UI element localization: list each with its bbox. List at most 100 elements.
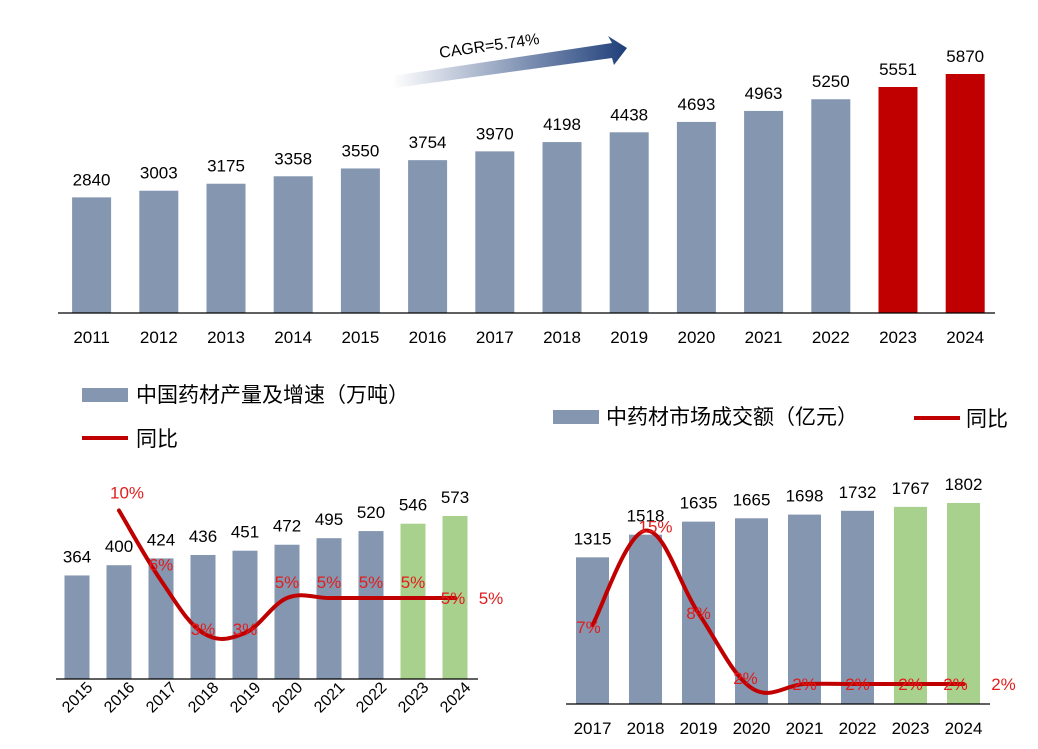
c1-tick-2015: 2015 xyxy=(341,328,379,347)
c1-bar-2021 xyxy=(744,110,784,314)
c2-value-2024: 573 xyxy=(441,488,469,507)
c2-pct-2018: 3% xyxy=(191,620,216,639)
c1-value-2021: 4963 xyxy=(745,84,783,103)
c2-bar-2022 xyxy=(358,531,384,679)
c1-tick-2011: 2011 xyxy=(73,328,110,347)
herb-output-growth-chart: 中国药材产量及增速（万吨） 同比 364 400 424 436 451 472 495 52… xyxy=(56,384,503,716)
c1-value-2016: 3754 xyxy=(409,133,447,152)
c2-value-2022: 520 xyxy=(357,503,385,522)
c3-bar-2018 xyxy=(629,534,662,704)
c1-value-2018: 4198 xyxy=(543,115,581,134)
c2-bar-2017 xyxy=(148,558,174,679)
c3-pct-end-2024: 2% xyxy=(991,675,1016,694)
c2-tick-2015: 2015 xyxy=(59,679,96,716)
c3-value-2022: 1732 xyxy=(839,483,877,502)
c1-value-2014: 3358 xyxy=(274,149,312,168)
c2-legend-line-label: 同比 xyxy=(136,428,178,451)
c1-bar-2015 xyxy=(340,168,380,313)
c3-pct-2017: 7% xyxy=(576,618,601,637)
c3-pct-2018: 15% xyxy=(638,518,672,537)
c3-value-2024: 1802 xyxy=(945,475,983,494)
c3-pct-2020: 2% xyxy=(733,669,758,688)
c3-pct-2021: 2% xyxy=(792,675,817,694)
c3-legend-bar-swatch xyxy=(553,410,599,424)
c1-value-2022: 5250 xyxy=(812,72,850,91)
c2-tick-2018: 2018 xyxy=(185,679,222,716)
c2-legend-bar-label: 中国药材产量及增速（万吨） xyxy=(136,384,409,407)
c2-yoy-line xyxy=(117,508,457,641)
c2-tick-2019: 2019 xyxy=(227,679,264,716)
c2-legend: 中国药材产量及增速（万吨） 同比 xyxy=(82,384,409,451)
c1-tick-2013: 2013 xyxy=(207,328,245,347)
c2-tick-2017: 2017 xyxy=(143,679,180,716)
c3-pct-2024: 2% xyxy=(943,675,968,694)
c3-pct-2023: 2% xyxy=(898,675,923,694)
c1-tick-2019: 2019 xyxy=(610,328,648,347)
c3-tick-2020: 2020 xyxy=(733,719,771,738)
c1-value-2015: 3550 xyxy=(341,141,379,160)
c3-value-2023: 1767 xyxy=(892,479,930,498)
c3-value-2017: 1315 xyxy=(574,529,612,548)
c3-tick-2022: 2022 xyxy=(839,719,877,738)
c2-pct-2023: 5% xyxy=(401,573,426,592)
c2-bar-2021 xyxy=(316,538,342,679)
c2-value-2017: 424 xyxy=(147,530,175,549)
c1-value-2019: 4438 xyxy=(610,105,648,124)
c2-bar-2019 xyxy=(232,550,258,679)
c2-value-2021: 495 xyxy=(315,510,343,529)
c2-value-2019: 451 xyxy=(231,523,259,542)
c3-pct-2022: 2% xyxy=(845,675,870,694)
c3-bar-2022 xyxy=(841,510,874,704)
c2-bar-2020 xyxy=(274,544,300,679)
c2-bar-2015 xyxy=(64,575,90,679)
c1-bar-2022 xyxy=(811,99,851,313)
c2-pct-2022: 5% xyxy=(359,573,384,592)
c3-pct-2019: 8% xyxy=(686,604,711,623)
c3-legend-bar-label: 中药材市场成交额（亿元） xyxy=(606,406,858,429)
c2-pct-2016: 10% xyxy=(110,484,144,503)
c3-tick-2019: 2019 xyxy=(680,719,718,738)
c2-tick-2020: 2020 xyxy=(269,679,306,716)
c2-value-2016: 400 xyxy=(105,537,133,556)
c1-tick-2016: 2016 xyxy=(409,328,447,347)
c2-tick-2023: 2023 xyxy=(395,679,432,716)
c1-tick-2012: 2012 xyxy=(140,328,178,347)
c2-pct-2024: 5% xyxy=(441,589,466,608)
c3-yoy-line xyxy=(590,528,966,695)
c2-value-2018: 436 xyxy=(189,527,217,546)
market-turnover-chart: 中药材市场成交额（亿元） 同比 1315 1518 1635 1665 1698 1732… xyxy=(553,406,1016,738)
c1-tick-2014: 2014 xyxy=(274,328,312,347)
c3-bar-2023 xyxy=(894,506,927,704)
c3-bar-2020 xyxy=(735,518,768,704)
c1-bar-2019 xyxy=(609,132,649,313)
c2-legend-bar-swatch xyxy=(82,388,128,402)
c2-tick-2022: 2022 xyxy=(353,679,390,716)
c1-bar-2016 xyxy=(408,160,448,313)
c3-value-2019: 1635 xyxy=(680,494,718,513)
c1-bar-2011 xyxy=(72,197,112,313)
c1-value-2023: 5551 xyxy=(879,60,917,79)
cagr-annotation: CAGR=5.74% xyxy=(392,31,627,88)
c1-tick-2023: 2023 xyxy=(879,328,917,347)
c2-tick-2024: 2024 xyxy=(437,679,474,716)
c2-bar-2018 xyxy=(190,554,216,679)
c1-value-2024: 5870 xyxy=(946,47,984,66)
c1-bar-2013 xyxy=(206,183,246,313)
c3-value-2021: 1698 xyxy=(786,487,824,506)
c2-pct-2020: 5% xyxy=(275,573,300,592)
c2-value-2023: 546 xyxy=(399,496,427,515)
annual-output-chart: 2840 3003 3175 3358 3550 3754 3970 4198 4438 4693… xyxy=(58,31,995,347)
c2-bar-2016 xyxy=(106,565,132,679)
c1-value-2012: 3003 xyxy=(140,164,178,183)
c1-bar-2020 xyxy=(676,121,716,313)
c1-tick-2021: 2021 xyxy=(745,328,783,347)
cagr-arrow xyxy=(392,36,627,88)
c3-tick-2021: 2021 xyxy=(786,719,824,738)
c1-bar-2024 xyxy=(945,74,985,313)
c2-value-2015: 364 xyxy=(63,547,91,566)
c3-tick-2023: 2023 xyxy=(892,719,930,738)
c2-pct-2019: 3% xyxy=(233,620,258,639)
c3-legend: 中药材市场成交额（亿元） 同比 xyxy=(553,406,1008,431)
c3-legend-line-label: 同比 xyxy=(966,408,1008,431)
